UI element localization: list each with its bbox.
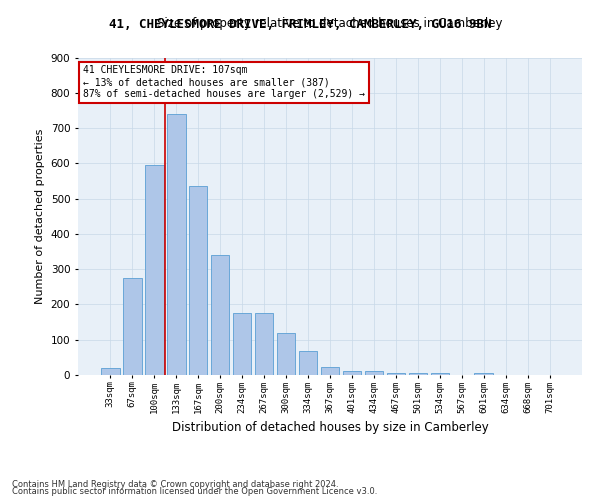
X-axis label: Distribution of detached houses by size in Camberley: Distribution of detached houses by size … bbox=[172, 421, 488, 434]
Bar bbox=[277, 332, 295, 375]
Bar bbox=[431, 373, 449, 375]
Bar bbox=[475, 372, 493, 375]
Bar bbox=[167, 114, 185, 375]
Text: Contains HM Land Registry data © Crown copyright and database right 2024.: Contains HM Land Registry data © Crown c… bbox=[12, 480, 338, 489]
Bar bbox=[233, 314, 251, 375]
Bar bbox=[255, 314, 274, 375]
Bar bbox=[320, 367, 340, 375]
Bar bbox=[211, 255, 229, 375]
Bar bbox=[409, 372, 427, 375]
Bar bbox=[123, 278, 142, 375]
Bar bbox=[299, 352, 317, 375]
Bar bbox=[343, 372, 361, 375]
Bar bbox=[101, 368, 119, 375]
Bar bbox=[386, 372, 405, 375]
Bar bbox=[145, 165, 164, 375]
Title: Size of property relative to detached houses in Camberley: Size of property relative to detached ho… bbox=[157, 17, 503, 30]
Bar bbox=[365, 372, 383, 375]
Y-axis label: Number of detached properties: Number of detached properties bbox=[35, 128, 45, 304]
Text: Contains public sector information licensed under the Open Government Licence v3: Contains public sector information licen… bbox=[12, 487, 377, 496]
Text: 41 CHEYLESMORE DRIVE: 107sqm
← 13% of detached houses are smaller (387)
87% of s: 41 CHEYLESMORE DRIVE: 107sqm ← 13% of de… bbox=[83, 66, 365, 98]
Text: 41, CHEYLESMORE DRIVE, FRIMLEY, CAMBERLEY, GU16 9BN: 41, CHEYLESMORE DRIVE, FRIMLEY, CAMBERLE… bbox=[109, 18, 491, 30]
Bar bbox=[189, 186, 208, 375]
